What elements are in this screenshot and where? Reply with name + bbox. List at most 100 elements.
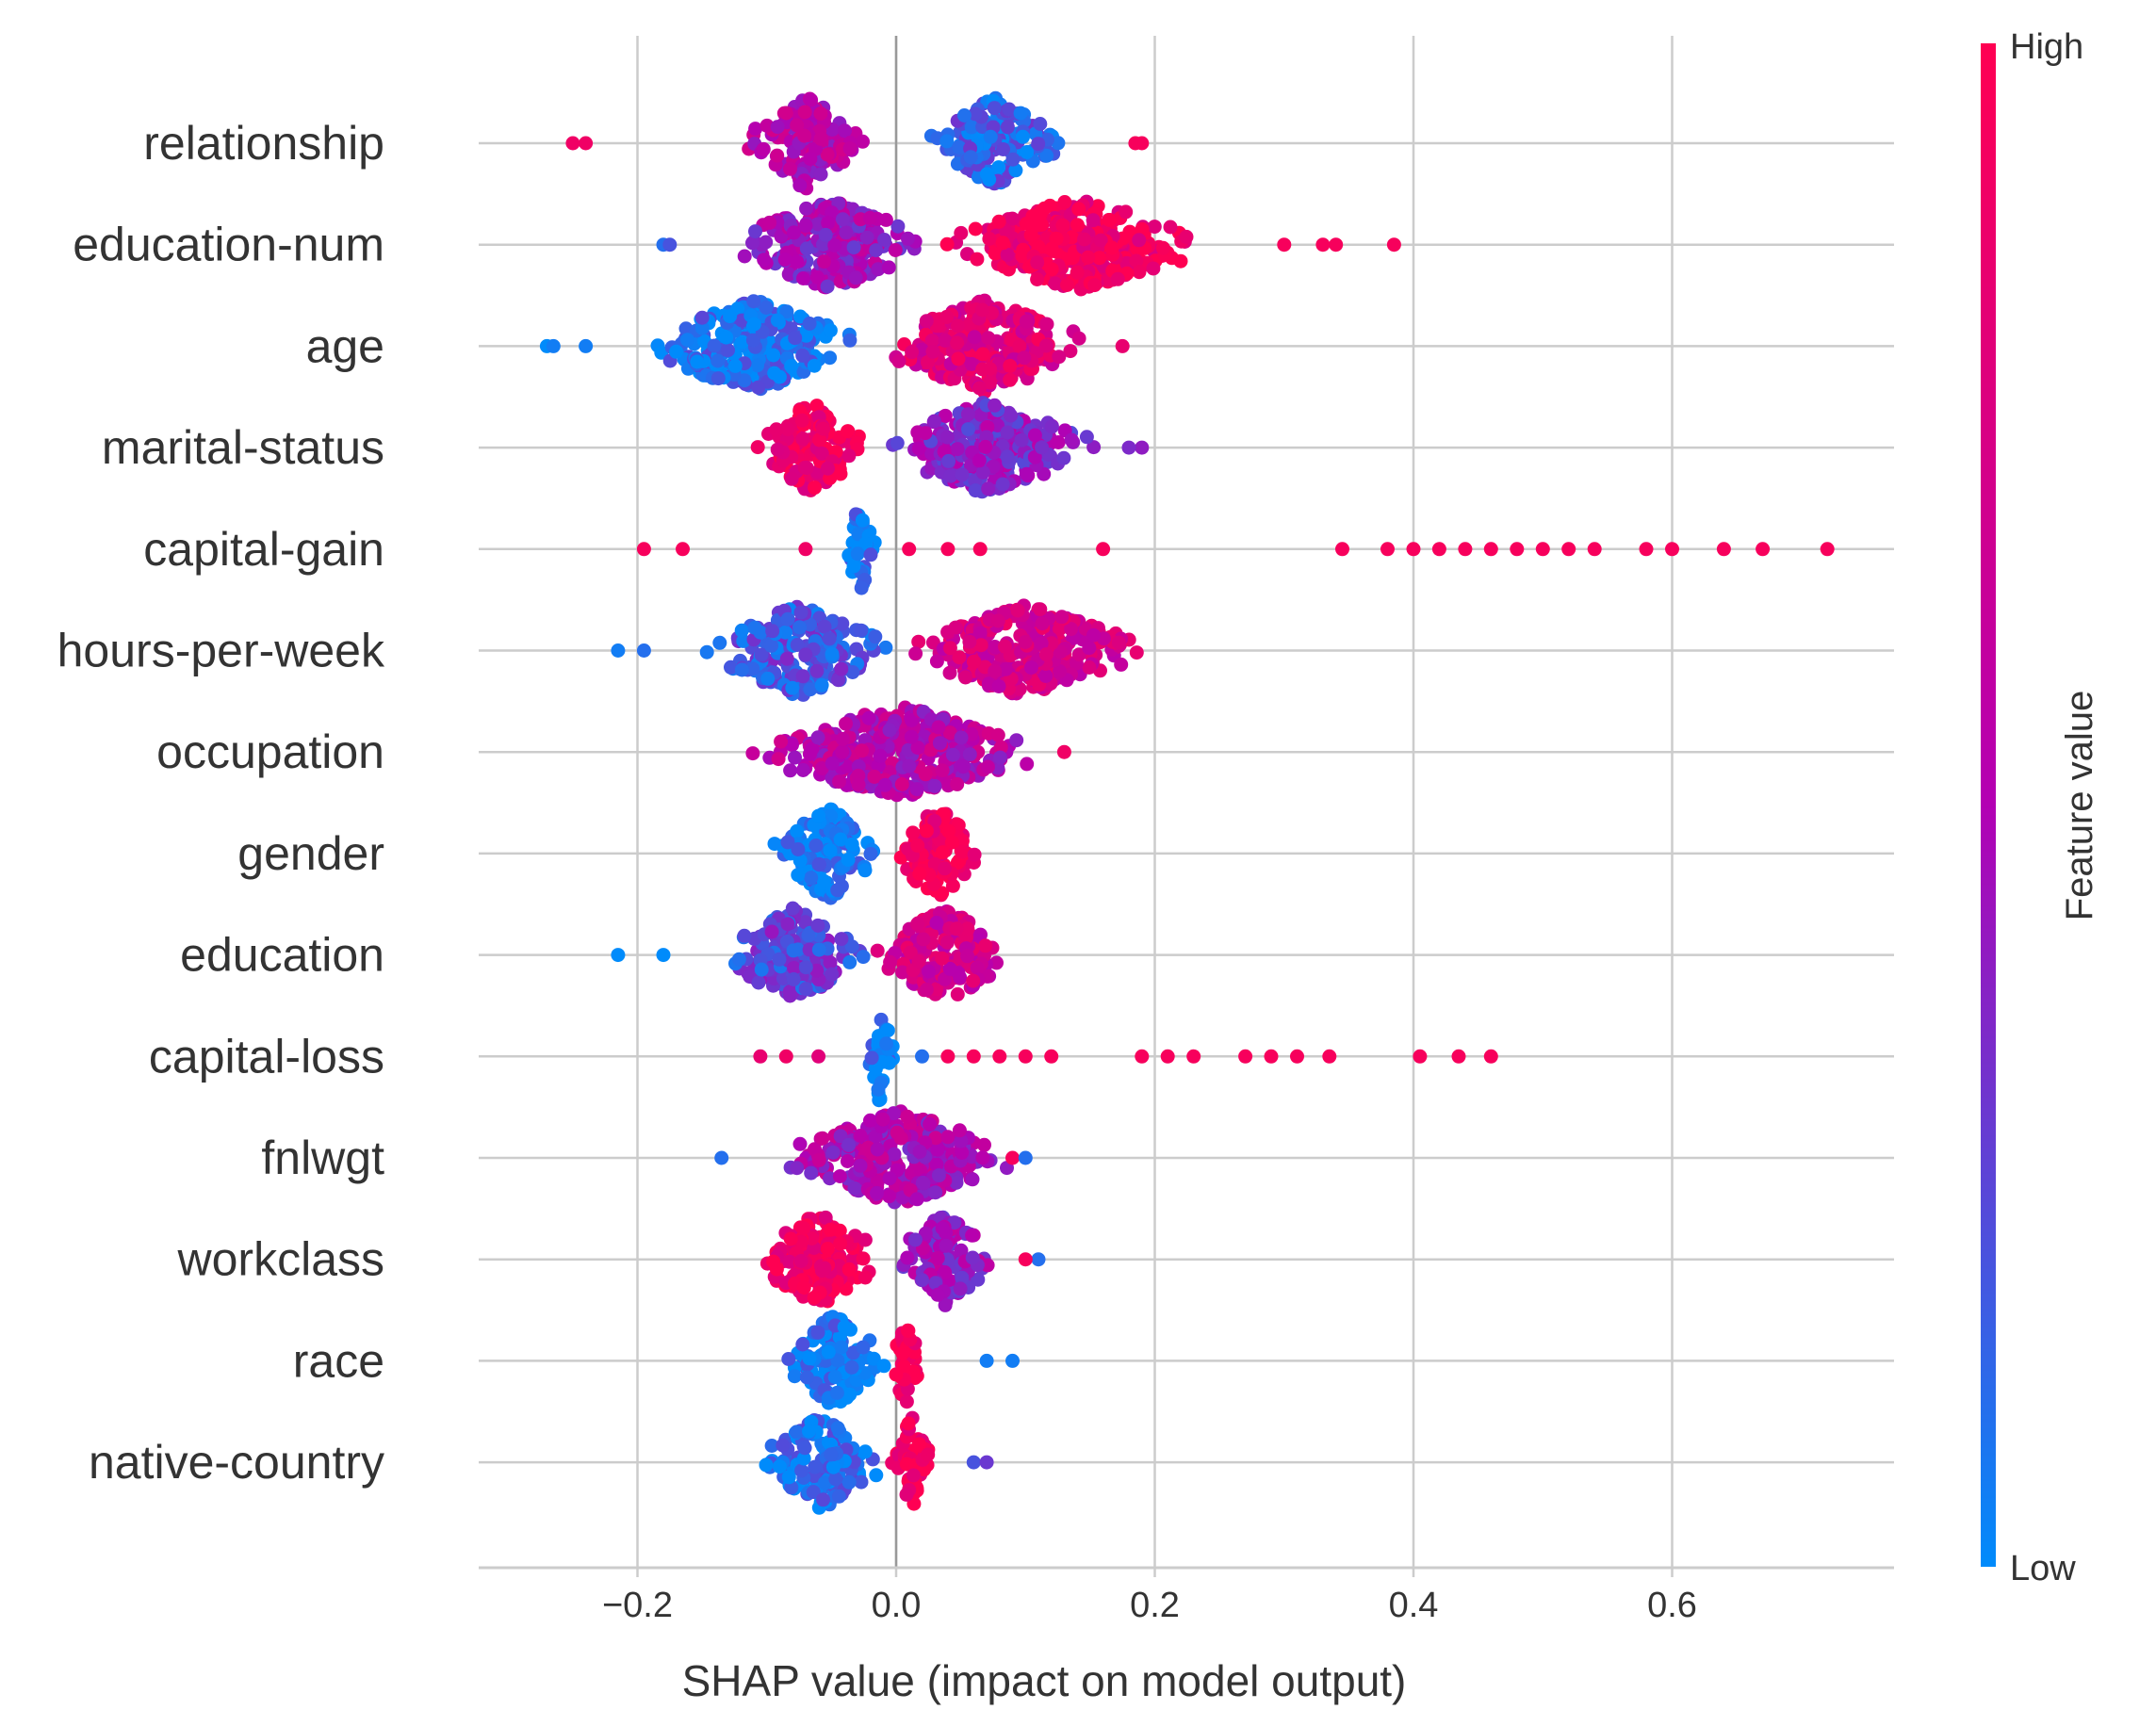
shap-point	[785, 901, 800, 916]
shap-point	[835, 212, 850, 227]
shap-point	[815, 1131, 830, 1146]
shap-point	[942, 641, 957, 656]
shap-point	[841, 853, 856, 867]
shap-point	[1033, 602, 1048, 617]
feature-label: native-country	[89, 1436, 384, 1489]
shap-point	[870, 1185, 884, 1200]
shap-point	[1002, 102, 1017, 117]
x-tick-label: −0.2	[602, 1586, 673, 1625]
shap-point	[1030, 255, 1045, 270]
shap-point	[966, 1049, 981, 1064]
shap-point	[783, 1231, 798, 1246]
shap-point	[798, 960, 813, 975]
shap-point	[793, 1254, 808, 1268]
shap-point	[789, 1425, 804, 1440]
shap-point	[935, 951, 950, 966]
feature-label: education-num	[73, 219, 384, 271]
shap-point	[680, 333, 694, 348]
shap-point	[1019, 314, 1034, 329]
x-tick-label: 0.4	[1389, 1586, 1439, 1625]
shap-point	[753, 1049, 768, 1064]
shap-point	[942, 961, 957, 976]
shap-point	[636, 643, 651, 658]
shap-point	[939, 236, 955, 252]
shap-point	[858, 863, 873, 878]
shap-point	[825, 646, 840, 661]
shap-point	[1406, 542, 1421, 557]
shap-point	[846, 240, 861, 255]
shap-point	[1135, 221, 1150, 236]
shap-point	[930, 1287, 945, 1302]
shap-point	[796, 1280, 811, 1295]
shap-point	[1055, 218, 1070, 233]
shap-point	[813, 131, 828, 146]
shap-point	[928, 1131, 943, 1146]
shap-point	[850, 546, 865, 562]
shap-point	[802, 317, 817, 331]
shap-point	[1315, 237, 1331, 252]
shap-point	[811, 942, 826, 957]
shap-point	[975, 1150, 990, 1165]
shap-point	[901, 1416, 916, 1431]
feature-label: gender	[237, 827, 384, 880]
shap-point	[816, 421, 831, 436]
shap-point	[882, 1055, 897, 1070]
shap-point	[788, 750, 802, 765]
shap-point	[1114, 657, 1129, 672]
shap-point	[1186, 1049, 1201, 1064]
shap-point	[979, 1455, 994, 1470]
shap-point	[895, 1345, 910, 1360]
shap-point	[611, 948, 626, 963]
shap-point	[952, 139, 967, 155]
shap-point	[902, 758, 917, 773]
shap-point	[879, 1036, 893, 1051]
shap-point	[856, 134, 870, 149]
shap-point	[807, 358, 822, 373]
shap-point	[927, 414, 941, 429]
shap-point	[707, 338, 722, 353]
shap-point	[834, 932, 849, 947]
shap-point	[737, 373, 752, 388]
shap-point	[1086, 440, 1102, 455]
shap-point	[831, 673, 845, 688]
plot-area	[479, 36, 1894, 1568]
shap-point	[1018, 1049, 1033, 1064]
shap-point	[1121, 440, 1136, 455]
shap-point	[1129, 253, 1144, 269]
shap-point	[756, 141, 771, 156]
shap-point	[745, 236, 760, 251]
shap-point	[776, 1438, 791, 1453]
shap-point	[918, 767, 933, 782]
shap-point	[1070, 218, 1085, 233]
shap-point	[841, 424, 855, 439]
shap-point	[810, 730, 825, 745]
shap-point	[748, 224, 762, 239]
shap-point	[911, 441, 926, 456]
shap-point	[837, 1320, 852, 1335]
shap-point	[968, 106, 983, 122]
shap-point	[1030, 272, 1045, 286]
shap-point	[1322, 1049, 1337, 1064]
shap-point	[881, 260, 896, 275]
shap-point	[919, 314, 934, 329]
shap-point	[1044, 636, 1059, 651]
shap-point	[863, 547, 878, 562]
shap-point	[929, 916, 944, 930]
shap-point	[945, 878, 960, 893]
shap-point	[966, 654, 981, 669]
shap-point	[956, 108, 972, 122]
shap-point	[939, 134, 955, 149]
shap-point	[1005, 152, 1021, 167]
shap-point	[1451, 1049, 1466, 1064]
shap-point	[1458, 542, 1473, 557]
shap-point	[905, 345, 920, 360]
shap-point	[966, 1455, 981, 1470]
shap-point	[678, 321, 694, 336]
shap-point	[1716, 542, 1731, 557]
x-axis: −0.2 0.0 0.2 0.4 0.6 SHAP value (impact on m…	[479, 1566, 1894, 1705]
shap-point	[565, 136, 580, 151]
x-tick-label: 0.2	[1130, 1586, 1180, 1625]
shap-point	[745, 746, 760, 761]
shap-point	[1018, 1150, 1033, 1165]
shap-point	[991, 214, 1006, 229]
